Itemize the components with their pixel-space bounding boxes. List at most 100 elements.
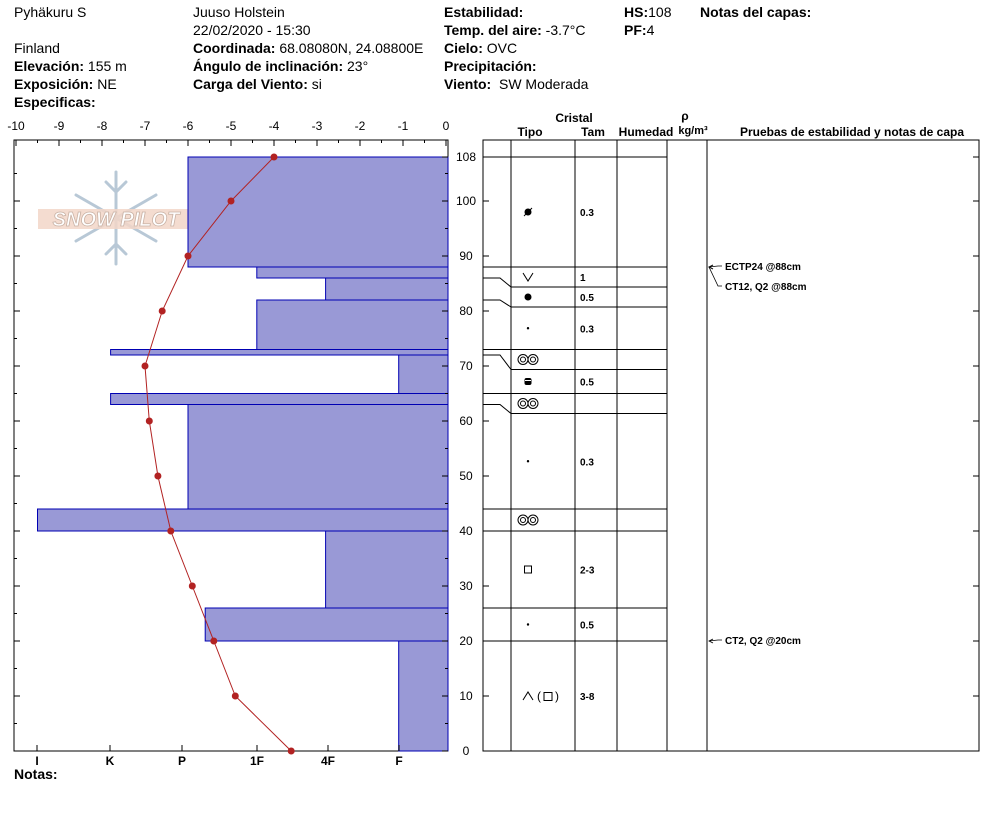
- tests-header: Pruebas de estabilidad y notas de capa: [740, 125, 964, 139]
- depth-tick-label-10: 100: [456, 194, 476, 208]
- hs: HS:108: [624, 4, 671, 20]
- test-arrowhead-1: [708, 264, 714, 270]
- hardness-bar-6: [110, 393, 449, 405]
- temp-point-0: [270, 153, 278, 161]
- temp-tick-label-4: -6: [183, 119, 194, 133]
- hardness-tick-label-1: K: [106, 754, 115, 768]
- airtemp-label: Temp. del aire:: [444, 22, 542, 38]
- hardness-tick-label-3: 1F: [250, 754, 264, 768]
- precipitation: Precipitación:: [444, 58, 537, 74]
- row-connector-7: [483, 404, 512, 414]
- notes: Notas:: [14, 766, 58, 782]
- hardness-bar-4: [110, 349, 449, 356]
- temp-tick-label-3: -7: [140, 119, 151, 133]
- depth-tick-label-8: 80: [459, 304, 473, 318]
- temp-point-10: [231, 692, 239, 700]
- hardness-tick-label-0: I: [35, 754, 38, 768]
- depth-tick-label-5: 50: [459, 469, 473, 483]
- temp-tick-label-1: -9: [54, 119, 65, 133]
- datetime: 22/02/2020 - 15:30: [193, 22, 311, 38]
- hardness-bar-8: [37, 508, 449, 532]
- temp-tick-label-9: -1: [398, 119, 409, 133]
- airtemp-value: -3.7°C: [545, 22, 586, 38]
- crystal-icon-8-b: [527, 514, 539, 526]
- depth-tick-label-0: 0: [463, 744, 470, 758]
- coordinates: Coordinada: 68.08080N, 24.08800E: [193, 40, 423, 56]
- coord-value: 68.08080N, 24.08800E: [279, 40, 424, 56]
- crystal-size-1: 1: [580, 273, 586, 284]
- windload-label: Carga del Viento:: [193, 76, 308, 92]
- crystal-icon-4-inner-a: [520, 356, 526, 363]
- density-unit-header: kg/m³: [678, 125, 708, 137]
- temp-point-4: [141, 362, 149, 370]
- specifics: Especificas:: [14, 94, 96, 110]
- layer-notes-label: Notas del capas:: [700, 4, 812, 20]
- precip-label: Precipitación:: [444, 58, 537, 74]
- crystal-icon-7: [526, 460, 530, 463]
- crystal-icon-3: [526, 327, 530, 330]
- crystal-icon-11: [522, 691, 534, 701]
- temp-tick-label-2: -8: [97, 119, 108, 133]
- crystal-icon-9: [524, 565, 532, 574]
- slope-value: 23°: [347, 58, 369, 74]
- hardness-bar-11: [398, 640, 449, 752]
- depth-tick-label-3: 30: [459, 579, 473, 593]
- crystal-icon-2: [524, 293, 532, 301]
- crystal-header: Cristal: [555, 111, 592, 125]
- hardness-bar-1: [256, 266, 449, 279]
- elevation-label: Elevación:: [14, 58, 85, 74]
- hardness-bar-0: [187, 156, 449, 268]
- crystal-size-3: 0.3: [580, 324, 594, 335]
- hardness-tick-label-5: F: [395, 754, 402, 768]
- temp-point-7: [167, 527, 175, 535]
- snowpilot-logo: SNOW PILOT: [38, 170, 194, 266]
- temp-tick-label-7: -3: [312, 119, 323, 133]
- temp-tick-label-6: -4: [269, 119, 280, 133]
- crystal-icon-6-b: [527, 398, 539, 409]
- location: Pyhäkuru S: [14, 4, 87, 20]
- crystal-icon-8-inner-a: [520, 517, 526, 523]
- crystal-icon-11-paren-close: ): [555, 689, 559, 703]
- hardness-tick-label-4: 4F: [321, 754, 335, 768]
- crystal-size-10: 0.5: [580, 621, 594, 632]
- depth-tick-label-1: 10: [459, 689, 473, 703]
- logo-text: SNOW PILOT: [53, 209, 181, 231]
- crystal-icon-1: [522, 272, 534, 282]
- wind-value: SW Moderada: [498, 76, 589, 92]
- wind-load: Carga del Viento: si: [193, 76, 322, 92]
- depth-tick-label-7: 70: [459, 359, 473, 373]
- windload-value: si: [311, 76, 322, 92]
- slope: Ángulo de inclinación: 23°: [193, 58, 368, 74]
- crystal-icon-4-b: [527, 354, 539, 365]
- crystal-icon-11-paren-open: (: [537, 689, 541, 703]
- coord-label: Coordinada:: [193, 40, 276, 56]
- size-header: Tam: [581, 125, 605, 139]
- test-label-2: CT2, Q2 @20cm: [725, 636, 801, 647]
- depth-tick-label-2: 20: [459, 634, 473, 648]
- stability: Estabilidad:: [444, 4, 523, 20]
- test-arrow-2: [708, 639, 722, 642]
- temp-point-8: [188, 582, 196, 590]
- elevation: Elevación: 155 m: [14, 58, 127, 74]
- moisture-header: Humedad: [619, 125, 674, 139]
- crystal-icon-8-inner-b: [530, 517, 536, 523]
- crystal-icon-0-slash: [523, 207, 533, 217]
- aspect-label: Exposición:: [14, 76, 94, 92]
- sky-value: OVC: [486, 40, 518, 56]
- temp-point-2: [184, 252, 192, 260]
- pf: PF:4: [624, 22, 654, 38]
- row-connector-3: [483, 299, 512, 308]
- wind: Viento: SW Moderada: [444, 76, 588, 92]
- crystal-icon-5: [524, 378, 532, 385]
- temp-tick-label-10: 0: [443, 119, 450, 133]
- rho-header: ρ: [681, 109, 688, 123]
- temp-point-9: [210, 637, 218, 645]
- layer-notes: Notas del capas:: [700, 4, 811, 20]
- temperature-line: [144, 156, 292, 752]
- specifics-label: Especificas:: [14, 94, 96, 110]
- hardness-bar-10: [204, 607, 449, 642]
- elevation-value: 155 m: [87, 58, 127, 74]
- aspect: Exposición: NE: [14, 76, 117, 92]
- hs-label: HS:: [624, 4, 649, 20]
